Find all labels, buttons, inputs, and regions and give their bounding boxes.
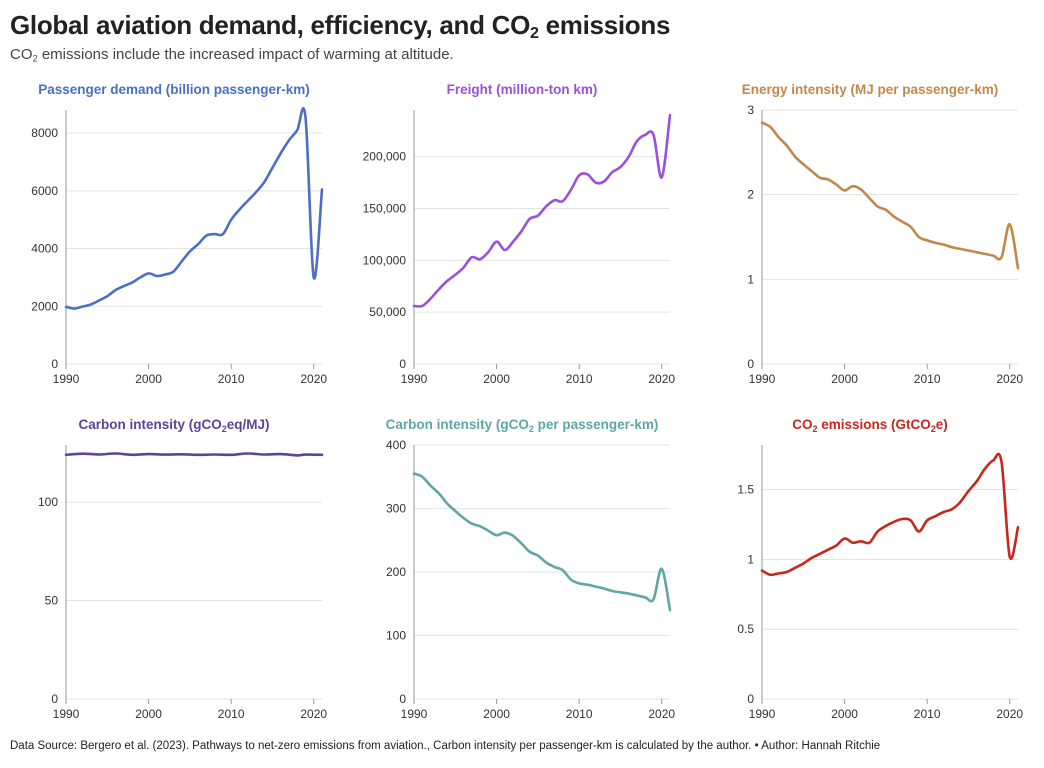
panel-title-part: e): [936, 417, 948, 432]
x-tick-label: 2000: [831, 707, 858, 721]
y-tick-label: 0: [747, 357, 754, 371]
panel-title: Energy intensity (MJ per passenger-km): [742, 82, 999, 97]
y-tick-label: 2: [747, 188, 754, 202]
chart-title: Global aviation demand, efficiency, and …: [10, 10, 671, 43]
series-line: [412, 113, 672, 308]
y-tick-label: 6000: [31, 184, 58, 198]
panel-title-part: Energy intensity (MJ per passenger-km): [742, 82, 999, 97]
x-tick-label: 2000: [831, 372, 858, 386]
x-tick-label: 2010: [566, 707, 593, 721]
y-tick-label: 3: [747, 103, 754, 117]
panel-title: Carbon intensity (gCO2 per passenger-km): [386, 417, 659, 434]
series-line: [412, 472, 672, 612]
x-tick-label: 2000: [135, 372, 162, 386]
series-line: [64, 452, 324, 457]
x-tick-label: 1990: [53, 372, 80, 386]
y-tick-label: 100: [38, 495, 58, 509]
chart-panel-2: Freight (million-ton km) 0 50,000 100,000 15…: [363, 82, 676, 386]
y-tick-label: 300: [386, 502, 406, 516]
y-tick-label: 100: [386, 629, 406, 643]
series-line: [760, 121, 1020, 270]
x-tick-label: 2000: [483, 707, 510, 721]
y-tick-label: 4000: [31, 242, 58, 256]
x-tick-label: 1990: [749, 372, 776, 386]
data-source-footer: Data Source: Bergero et al. (2023). Path…: [10, 740, 881, 752]
y-tick-label: 150,000: [363, 201, 407, 215]
chart-subtitle: CO2 emissions include the increased impa…: [10, 46, 454, 64]
y-tick-label: 0: [51, 357, 58, 371]
panel-title-part: Passenger demand (billion passenger-km): [38, 82, 310, 97]
x-tick-label: 1990: [749, 707, 776, 721]
x-tick-label: 1990: [401, 372, 428, 386]
y-tick-label: 1: [747, 552, 754, 566]
y-tick-label: 100,000: [363, 253, 407, 267]
panel-title-part: Freight (million-ton km): [447, 82, 598, 97]
panel-title-part: Carbon intensity (gCO: [78, 417, 221, 432]
panel-title: Carbon intensity (gCO2eq/MJ): [78, 417, 269, 434]
panel-title: Freight (million-ton km): [447, 82, 598, 97]
x-tick-label: 1990: [53, 707, 80, 721]
panel-title-part: per passenger-km): [534, 417, 659, 432]
panel-title-part: 2: [812, 424, 817, 434]
y-tick-label: 0: [51, 692, 58, 706]
panel-title: CO2 emissions (GtCO2e): [792, 417, 948, 434]
x-tick-label: 2020: [648, 707, 675, 721]
x-tick-label: 2020: [996, 707, 1023, 721]
panel-title-part: Carbon intensity (gCO: [386, 417, 529, 432]
panel-title-part: 2: [222, 424, 227, 434]
y-tick-label: 1.5: [737, 483, 754, 497]
x-tick-label: 2020: [300, 372, 327, 386]
x-tick-label: 2010: [914, 707, 941, 721]
y-tick-label: 50,000: [369, 305, 406, 319]
x-tick-label: 2010: [218, 707, 245, 721]
series-line: [64, 107, 324, 310]
y-tick-label: 0: [399, 692, 406, 706]
x-tick-label: 2010: [914, 372, 941, 386]
chart-panel-1: Passenger demand (billion passenger-km) 0…: [31, 82, 327, 386]
y-tick-label: 200,000: [363, 150, 407, 164]
x-tick-label: 2010: [218, 372, 245, 386]
y-tick-label: 50: [45, 594, 59, 608]
panel-title-part: 2: [931, 424, 936, 434]
panel-title-part: 2: [529, 424, 534, 434]
x-tick-label: 1990: [401, 707, 428, 721]
y-tick-label: 1: [747, 272, 754, 286]
chart-panel-4: Carbon intensity (gCO2eq/MJ) 0 50 100 1990 20…: [38, 417, 327, 721]
y-tick-label: 200: [386, 565, 406, 579]
x-tick-label: 2000: [135, 707, 162, 721]
chart-panel-3: Energy intensity (MJ per passenger-km)01…: [742, 82, 1024, 386]
y-tick-label: 400: [386, 438, 406, 452]
y-tick-label: 0: [399, 357, 406, 371]
x-tick-label: 2010: [566, 372, 593, 386]
x-tick-label: 2020: [648, 372, 675, 386]
x-tick-label: 2020: [996, 372, 1023, 386]
y-tick-label: 8000: [31, 126, 58, 140]
series-line: [760, 452, 1020, 577]
x-tick-label: 2000: [483, 372, 510, 386]
y-tick-label: 0: [747, 692, 754, 706]
y-tick-label: 0.5: [737, 622, 754, 636]
panel-title-part: eq/MJ): [227, 417, 270, 432]
y-tick-label: 2000: [31, 299, 58, 313]
panel-title: Passenger demand (billion passenger-km): [38, 82, 310, 97]
panel-title-part: emissions (GtCO: [817, 417, 930, 432]
panel-title-part: CO: [792, 417, 812, 432]
chart-panel-5: Carbon intensity (gCO2 per passenger-km)…: [386, 417, 676, 721]
x-tick-label: 2020: [300, 707, 327, 721]
